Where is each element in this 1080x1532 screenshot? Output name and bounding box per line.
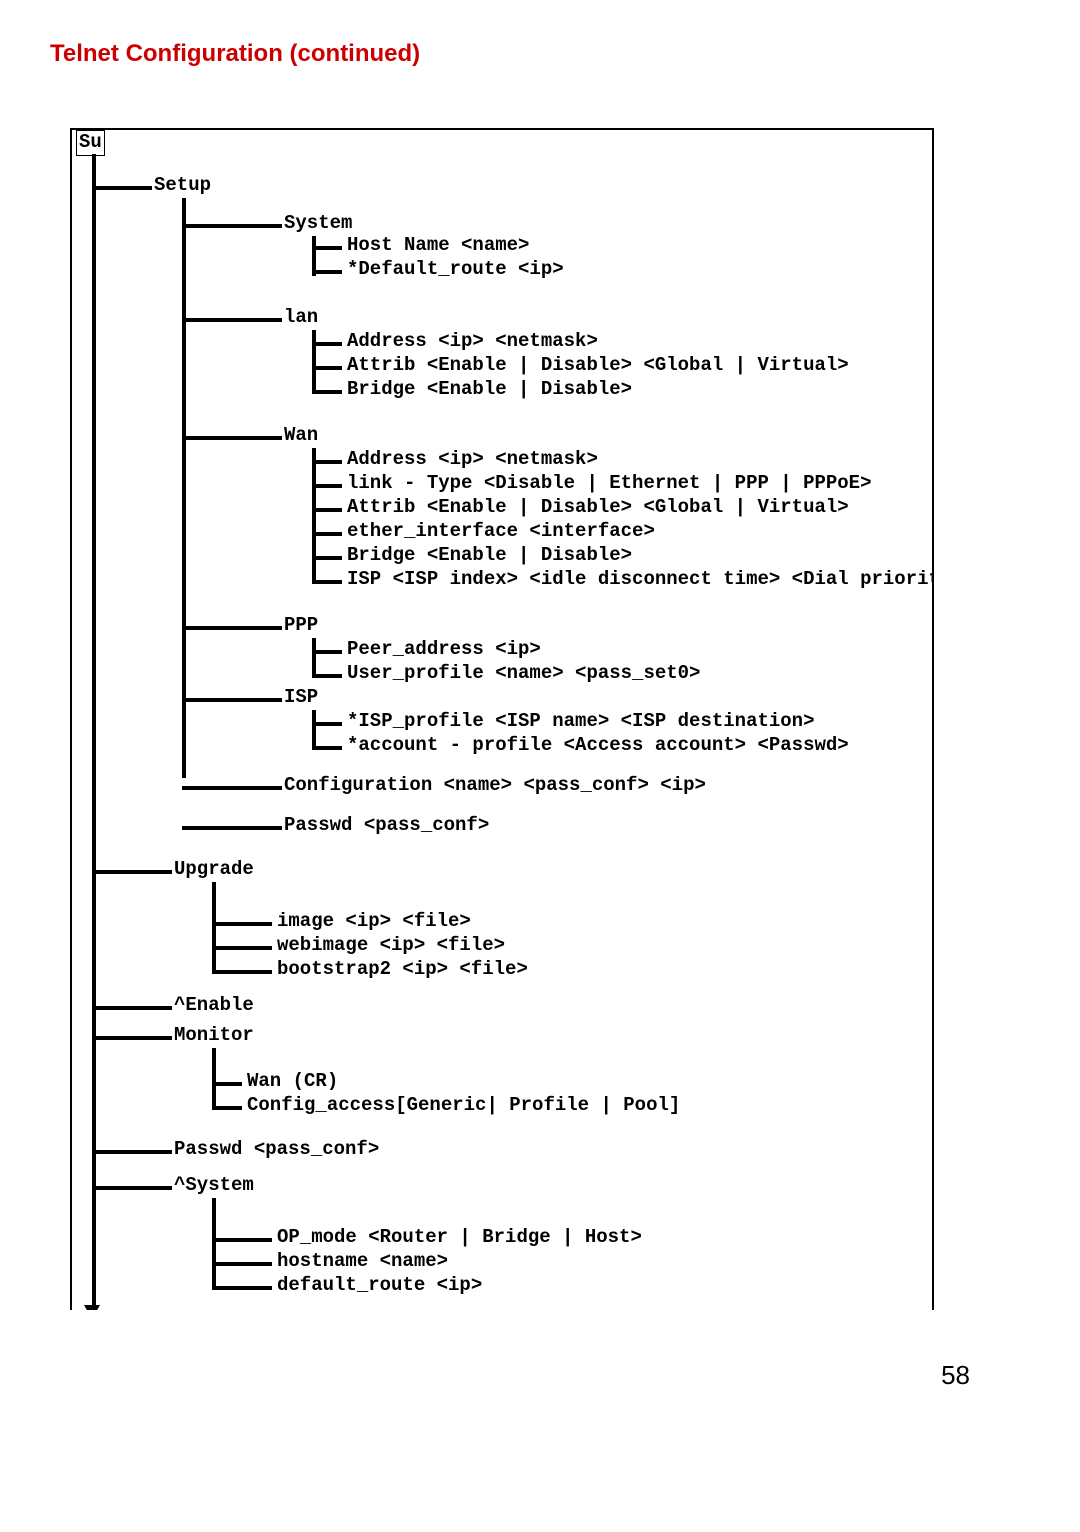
passwd-node: Passwd <pass_conf>	[174, 1138, 379, 1162]
tree-diagram: Su Setup System Host Name <name> *Defaul…	[70, 128, 934, 1310]
wan-address: Address <ip> <netmask>	[347, 448, 598, 472]
enable-node: ^Enable	[174, 994, 254, 1018]
system2-opmode: OP_mode <Router | Bridge | Host>	[277, 1226, 642, 1250]
upgrade-node: Upgrade	[174, 858, 254, 882]
system-node: System	[284, 212, 352, 236]
continuation-arrow	[84, 1305, 100, 1310]
system2-defaultroute: default_route <ip>	[277, 1274, 482, 1298]
wan-linktype: link - Type <Disable | Ethernet | PPP | …	[347, 472, 872, 496]
system2-node: ^System	[174, 1174, 254, 1198]
root-node: Su	[76, 130, 105, 156]
system-hostname: Host Name <name>	[347, 234, 529, 258]
wan-node: Wan	[284, 424, 318, 448]
system-default-route: *Default_route <ip>	[347, 258, 564, 282]
setup-config: Configuration <name> <pass_conf> <ip>	[284, 774, 706, 798]
lan-node: lan	[284, 306, 318, 330]
ppp-peer: Peer_address <ip>	[347, 638, 541, 662]
setup-passwd: Passwd <pass_conf>	[284, 814, 489, 838]
page-title: Telnet Configuration (continued)	[50, 40, 1030, 68]
monitor-wan: Wan (CR)	[247, 1070, 338, 1094]
lan-address: Address <ip> <netmask>	[347, 330, 598, 354]
upgrade-bootstrap: bootstrap2 <ip> <file>	[277, 958, 528, 982]
wan-attrib: Attrib <Enable | Disable> <Global | Virt…	[347, 496, 849, 520]
ppp-user: User_profile <name> <pass_set0>	[347, 662, 700, 686]
upgrade-webimage: webimage <ip> <file>	[277, 934, 505, 958]
system2-hostname: hostname <name>	[277, 1250, 448, 1274]
lan-attrib: Attrib <Enable | Disable> <Global | Virt…	[347, 354, 849, 378]
wan-ether: ether_interface <interface>	[347, 520, 655, 544]
setup-node: Setup	[154, 174, 211, 198]
wan-bridge: Bridge <Enable | Disable>	[347, 544, 632, 568]
isp-profile: *ISP_profile <ISP name> <ISP destination…	[347, 710, 814, 734]
monitor-config: Config_access[Generic| Profile | Pool]	[247, 1094, 680, 1118]
isp-account: *account - profile <Access account> <Pas…	[347, 734, 849, 758]
ppp-node: PPP	[284, 614, 318, 638]
lan-bridge: Bridge <Enable | Disable>	[347, 378, 632, 402]
page-number: 58	[50, 1310, 1030, 1391]
isp-node: ISP	[284, 686, 318, 710]
monitor-node: Monitor	[174, 1024, 254, 1048]
upgrade-image: image <ip> <file>	[277, 910, 471, 934]
wan-isp: ISP <ISP index> <idle disconnect time> <…	[347, 568, 934, 592]
